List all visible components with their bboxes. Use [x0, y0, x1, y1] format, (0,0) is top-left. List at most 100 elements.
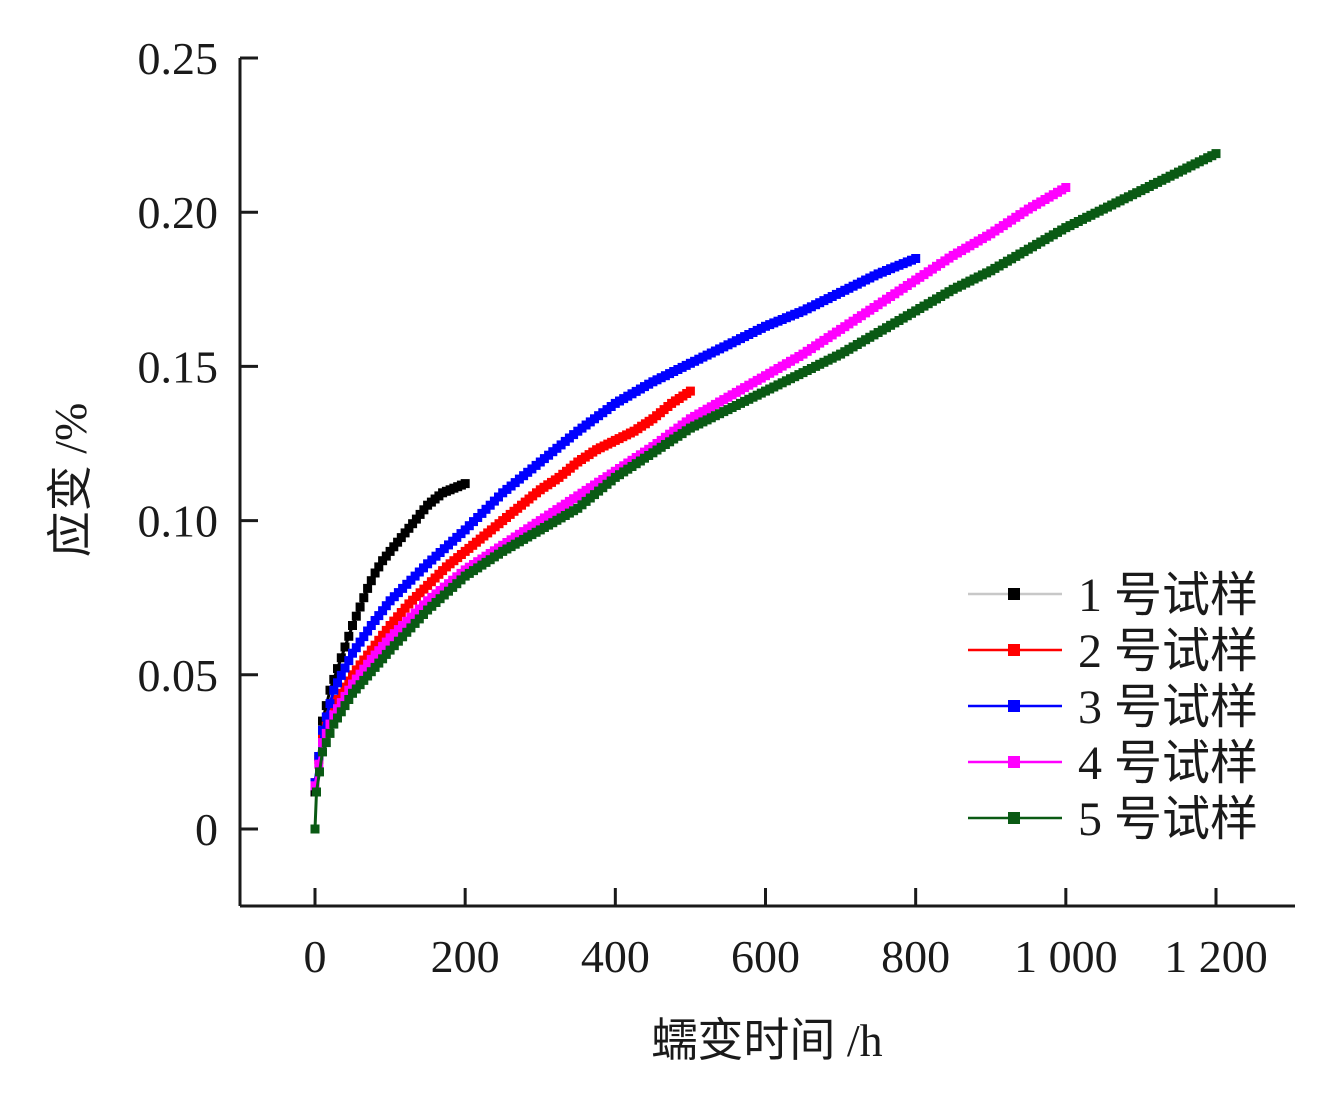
- data-point: [351, 643, 361, 653]
- y-tick-label: 0.10: [138, 496, 219, 547]
- legend-item: 5 号试样: [968, 793, 1258, 846]
- x-ticks: 0 200 400 600 800 1 000 1 200: [304, 888, 1268, 982]
- data-point: [315, 767, 324, 777]
- x-tick-label: 1 200: [1164, 931, 1268, 982]
- data-point: [911, 254, 921, 263]
- data-point: [348, 679, 357, 689]
- legend-marker: [1008, 588, 1020, 600]
- x-tick-label: 800: [881, 931, 950, 982]
- data-point: [389, 542, 399, 552]
- series-5: [310, 149, 1221, 834]
- data-point: [1061, 183, 1071, 192]
- data-point: [363, 583, 373, 593]
- data-point: [336, 707, 346, 717]
- data-point: [336, 653, 346, 663]
- data-point: [366, 621, 376, 630]
- data-point: [381, 625, 391, 635]
- series-line: [313, 186, 1067, 787]
- data-point: [381, 601, 391, 611]
- legend-marker: [1008, 700, 1020, 712]
- data-point: [340, 701, 350, 711]
- data-point: [378, 556, 388, 566]
- data-point: [359, 632, 369, 642]
- legend-label: 3 号试样: [1078, 681, 1258, 734]
- data-point: [374, 635, 384, 645]
- data-point: [344, 695, 354, 704]
- data-point: [359, 593, 369, 603]
- data-point: [321, 712, 331, 722]
- legend-label: 2 号试样: [1078, 625, 1258, 678]
- data-point: [363, 659, 373, 669]
- data-point: [411, 514, 421, 524]
- data-point: [312, 787, 321, 797]
- data-point: [329, 685, 339, 695]
- data-point: [1211, 149, 1221, 159]
- data-point: [348, 648, 357, 658]
- legend-label: 4 号试样: [1078, 737, 1258, 790]
- data-point: [385, 546, 395, 556]
- data-point: [370, 568, 380, 578]
- data-point: [318, 747, 327, 757]
- series-3: [310, 254, 921, 788]
- data-point: [344, 656, 354, 666]
- x-tick-label: 400: [581, 931, 650, 982]
- y-tick-label: 0: [195, 804, 218, 855]
- data-point: [310, 824, 320, 834]
- y-tick-label: 0.25: [138, 33, 219, 84]
- legend-item: 2 号试样: [968, 625, 1258, 678]
- data-point: [355, 637, 365, 647]
- data-point: [351, 611, 361, 621]
- legend-label: 5 号试样: [1078, 793, 1258, 846]
- x-tick-label: 0: [304, 931, 327, 982]
- x-tick-label: 1 000: [1014, 931, 1118, 982]
- data-point: [400, 528, 410, 538]
- axes: [238, 58, 1295, 908]
- data-point: [359, 664, 369, 674]
- data-point: [366, 645, 376, 655]
- legend-marker: [1008, 812, 1020, 824]
- series-layer: [310, 149, 1221, 834]
- y-tick-label: 0.20: [138, 187, 219, 238]
- data-point: [363, 626, 373, 636]
- data-point: [329, 719, 339, 729]
- legend-item: 4 号试样: [968, 737, 1258, 790]
- data-point: [355, 669, 365, 679]
- data-point: [381, 551, 391, 561]
- data-point: [333, 664, 342, 674]
- data-point: [685, 386, 695, 396]
- data-point: [310, 781, 320, 791]
- data-point: [419, 505, 429, 515]
- data-point: [396, 533, 406, 543]
- y-tick-label: 0.05: [138, 650, 219, 701]
- data-point: [355, 602, 365, 612]
- legend-item: 1 号试样: [968, 569, 1258, 622]
- y-tick-label: 0.15: [138, 341, 219, 392]
- data-point: [348, 621, 357, 630]
- data-point: [378, 606, 388, 616]
- y-ticks: 0 0.05 0.10 0.15 0.20 0.25: [138, 33, 258, 855]
- y-axis-title: 应变 /%: [45, 403, 96, 558]
- series-4: [310, 183, 1071, 791]
- data-point: [333, 713, 342, 723]
- data-point: [370, 616, 380, 625]
- data-point: [333, 678, 342, 688]
- data-point: [351, 674, 361, 684]
- legend-marker: [1008, 644, 1020, 656]
- data-point: [340, 642, 350, 652]
- legend-label: 1 号试样: [1078, 569, 1258, 622]
- data-point: [366, 576, 376, 586]
- data-point: [370, 640, 380, 650]
- data-point: [460, 479, 470, 489]
- data-point: [321, 738, 331, 748]
- data-point: [404, 523, 414, 533]
- data-point: [314, 759, 324, 769]
- data-point: [408, 519, 418, 529]
- data-point: [336, 670, 346, 680]
- data-point: [374, 611, 384, 621]
- data-point: [415, 509, 425, 519]
- legend-marker: [1008, 756, 1020, 768]
- x-tick-label: 200: [431, 931, 500, 982]
- legend-item: 3 号试样: [968, 681, 1258, 734]
